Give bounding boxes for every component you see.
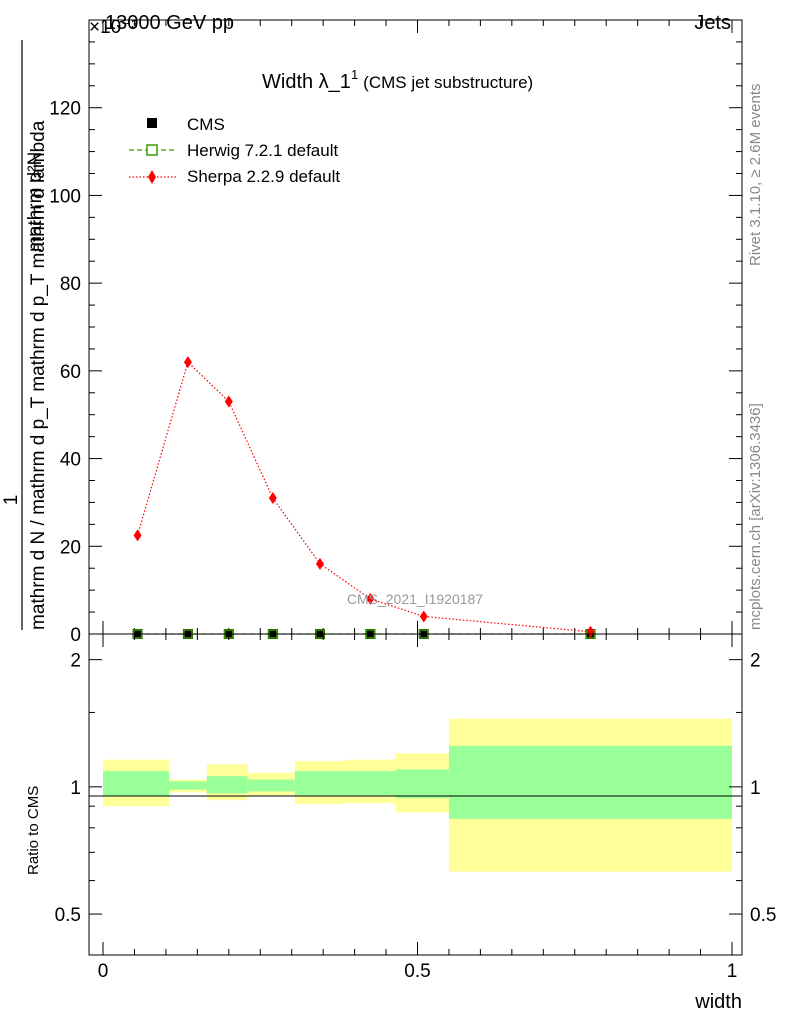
x-tick-label: 0.5 xyxy=(404,961,430,982)
legend-label-herwig: Herwig 7.2.1 default xyxy=(187,141,338,160)
sherpa-point xyxy=(586,625,595,638)
exponent-label: ×10⁻³ xyxy=(89,17,138,38)
main-frame xyxy=(88,19,743,635)
ratio-band-inner xyxy=(345,771,396,796)
ratio-y-tick-label-right: 2 xyxy=(750,651,761,672)
header-right: Jets xyxy=(694,12,731,34)
ratio-band-inner xyxy=(206,776,248,794)
sherpa-point xyxy=(366,592,375,605)
ratio-y-tick-label-right: 0.5 xyxy=(750,905,776,926)
y-tick-label: 100 xyxy=(49,186,81,207)
main-ylabel: mathrm d²N 1 mathrm d N / mathrm d p_T m… xyxy=(1,40,49,630)
ratio-band-inner xyxy=(103,771,170,797)
x-axis-label: width xyxy=(694,991,742,1013)
ratio-y-tick-label: 1 xyxy=(70,778,81,799)
sherpa-point xyxy=(224,395,233,408)
chart-title-sup: 1 xyxy=(351,67,358,82)
ylabel-top: mathrm d²N xyxy=(25,152,46,252)
ratio-bands xyxy=(103,718,732,872)
sherpa-point xyxy=(316,557,325,570)
legend: CMS Herwig 7.2.1 default Sherpa 2.2.9 de… xyxy=(129,115,340,186)
ratio-ylabel: Ratio to CMS xyxy=(25,786,42,875)
ratio-band-inner xyxy=(294,771,346,796)
sherpa-point xyxy=(419,610,428,623)
chart-title: Width λ_11 (CMS jet substructure) xyxy=(262,67,533,93)
ylabel-numerator: 1 xyxy=(1,495,22,506)
chart-title-sub: (CMS jet substructure) xyxy=(363,73,533,92)
legend-marker-cms xyxy=(147,118,157,128)
x-tick-label: 0 xyxy=(98,961,109,982)
y-tick-label: 80 xyxy=(60,274,81,295)
legend-label-cms: CMS xyxy=(187,115,225,134)
ratio-frame xyxy=(88,633,743,956)
y-tick-label: 60 xyxy=(60,362,81,383)
x-tick-label: 1 xyxy=(727,961,738,982)
header-left: 13000 GeV pp xyxy=(105,12,234,34)
y-tick-label: 40 xyxy=(60,450,81,471)
sherpa-point xyxy=(133,529,142,542)
ratio-band-inner xyxy=(448,745,732,819)
sherpa-point xyxy=(268,492,277,505)
ratio-band-inner xyxy=(395,769,449,799)
y-tick-label: 0 xyxy=(70,625,81,646)
y-tick-label: 20 xyxy=(60,537,81,558)
legend-marker-herwig xyxy=(146,144,158,156)
ratio-y-tick-label-right: 1 xyxy=(750,778,761,799)
mcplots-text: mcplots.cern.ch [arXiv:1306.3436] xyxy=(747,403,764,630)
legend-label-sherpa: Sherpa 2.2.9 default xyxy=(187,167,340,186)
chart-title-main: Width λ_1 xyxy=(262,71,351,93)
ratio-axis-ticks: 0.5 0.5 1 1 2 2 0 0.5 1 xyxy=(55,634,776,982)
sherpa-point xyxy=(183,356,192,369)
ratio-y-tick-label: 0.5 xyxy=(55,905,81,926)
y-tick-label: 120 xyxy=(49,99,81,120)
ratio-y-tick-label: 2 xyxy=(70,651,81,672)
rivet-version-text: Rivet 3.1.10, ≥ 2.6M events xyxy=(747,84,764,267)
analysis-watermark: CMS_2021_I1920187 xyxy=(347,591,483,607)
ratio-band-inner xyxy=(169,781,207,790)
ratio-panel: 0.5 0.5 1 1 2 2 0 0.5 1 Ratio to CMS width xyxy=(25,633,776,1013)
ratio-band-inner xyxy=(247,779,295,792)
main-axis-ticks: 0 20 40 60 80 100 120 xyxy=(49,20,742,646)
ylabel-denominator: mathrm d N / mathrm d p_T mathrm d p_T m… xyxy=(28,120,49,630)
legend-marker-sherpa xyxy=(148,170,156,184)
sherpa-line xyxy=(137,360,591,633)
